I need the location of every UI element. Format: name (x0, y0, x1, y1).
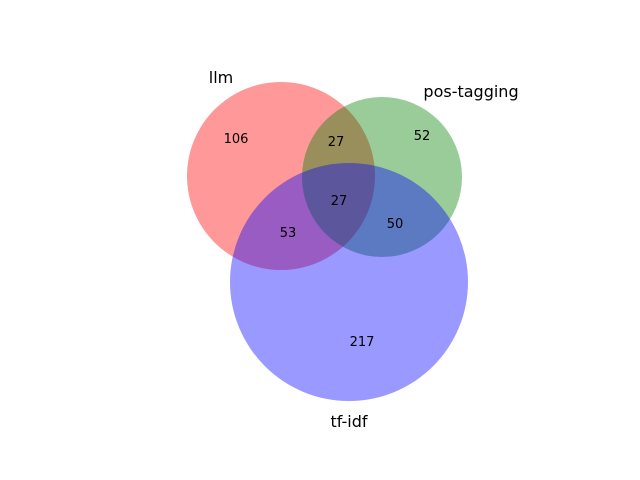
count-llm-pos-tagging: 27 (328, 135, 345, 150)
region-counts: 106 52 217 27 53 50 27 (224, 129, 431, 350)
pos-tagging-label: pos-tagging (423, 82, 518, 101)
llm-circle (187, 82, 375, 270)
count-all-three: 27 (331, 194, 348, 209)
pos-tagging-circle (302, 97, 462, 257)
count-llm-tf-idf: 53 (280, 226, 297, 241)
set-labels: llm pos-tagging tf-idf (209, 68, 519, 431)
count-pos-tagging-only: 52 (414, 129, 431, 144)
count-llm-only: 106 (224, 132, 249, 147)
llm-label: llm (209, 68, 233, 87)
count-tf-idf-only: 217 (350, 335, 375, 350)
set-circles (187, 82, 468, 401)
tf-idf-circle (230, 163, 468, 401)
tf-idf-label: tf-idf (330, 412, 367, 431)
count-pos-tagging-tf-idf: 50 (387, 217, 404, 232)
